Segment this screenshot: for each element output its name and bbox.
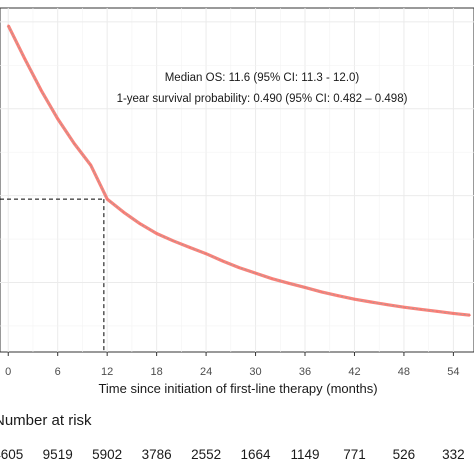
x-tick-label-8: 48 bbox=[398, 366, 410, 378]
risk-value-3: 3786 bbox=[142, 447, 172, 462]
curve-point-13 bbox=[221, 260, 224, 262]
risk-table: 4605 9519 5902 3786 2552 1664 1149 771 526 332 bbox=[0, 447, 465, 462]
curve-point-16 bbox=[271, 277, 273, 280]
confidence-band-0 bbox=[7, 25, 470, 316]
risk-table-title: Number at risk bbox=[0, 412, 92, 429]
risk-value-6: 1149 bbox=[290, 447, 319, 462]
curve-point-21 bbox=[353, 298, 356, 301]
curve-point-19 bbox=[320, 290, 323, 293]
risk-value-0: 4605 bbox=[0, 447, 23, 462]
curve-point-5 bbox=[89, 164, 92, 166]
curve-point-25 bbox=[419, 308, 422, 311]
curve-point-14 bbox=[238, 266, 240, 269]
x-axis: 0 6 12 18 24 30 36 42 48 54 bbox=[5, 352, 460, 378]
curve-point-12 bbox=[205, 252, 207, 255]
curve-point-17 bbox=[287, 282, 290, 285]
x-tick-label-1: 6 bbox=[55, 366, 61, 378]
risk-value-4: 2552 bbox=[191, 447, 221, 462]
curve-point-11 bbox=[188, 246, 191, 249]
x-tick-label-5: 30 bbox=[249, 366, 261, 378]
curve-point-2 bbox=[40, 89, 43, 92]
curve-point-18 bbox=[304, 286, 306, 289]
curve-point-10 bbox=[172, 239, 175, 242]
curve-point-28 bbox=[468, 314, 471, 317]
x-tick-label-2: 12 bbox=[101, 366, 113, 378]
x-tick-label-0: 0 bbox=[5, 366, 11, 378]
curve-point-7 bbox=[122, 211, 125, 214]
annotation-one-year-survival: 1-year survival probability: 0.490 (95% … bbox=[117, 93, 408, 105]
curve-point-22 bbox=[370, 301, 372, 303]
x-tick-label-6: 36 bbox=[299, 366, 311, 378]
curve-point-6 bbox=[106, 198, 109, 201]
curve-point-27 bbox=[452, 312, 455, 315]
curve-point-15 bbox=[254, 272, 257, 275]
curve-point-0 bbox=[7, 24, 10, 27]
x-axis-title: Time since initiation of first-line ther… bbox=[98, 381, 377, 396]
median-reference-lines bbox=[0, 198, 105, 352]
survival-curve-layer bbox=[6, 24, 471, 317]
x-tick-label-9: 54 bbox=[447, 366, 459, 378]
curve-point-4 bbox=[73, 142, 76, 145]
curve-point-1 bbox=[23, 57, 26, 60]
curve-point-24 bbox=[403, 306, 405, 309]
curve-point-26 bbox=[436, 310, 438, 313]
curve-point-3 bbox=[56, 117, 59, 120]
x-tick-label-3: 18 bbox=[151, 366, 163, 378]
risk-value-1: 9519 bbox=[43, 447, 73, 462]
risk-value-9: 332 bbox=[442, 447, 465, 462]
annotation-median-os: Median OS: 11.6 (95% CI: 11.3 - 12.0) bbox=[165, 72, 360, 84]
risk-value-2: 5902 bbox=[92, 447, 122, 462]
risk-value-7: 771 bbox=[343, 447, 366, 462]
x-tick-label-4: 24 bbox=[200, 366, 212, 378]
x-tick-label-7: 42 bbox=[348, 366, 360, 378]
curve-point-23 bbox=[386, 303, 389, 306]
risk-value-8: 526 bbox=[393, 447, 416, 462]
plot-panel bbox=[0, 7, 474, 353]
curve-point-9 bbox=[155, 232, 158, 235]
risk-value-5: 1664 bbox=[241, 447, 272, 462]
curve-point-20 bbox=[337, 294, 339, 297]
curve-point-8 bbox=[139, 222, 142, 225]
